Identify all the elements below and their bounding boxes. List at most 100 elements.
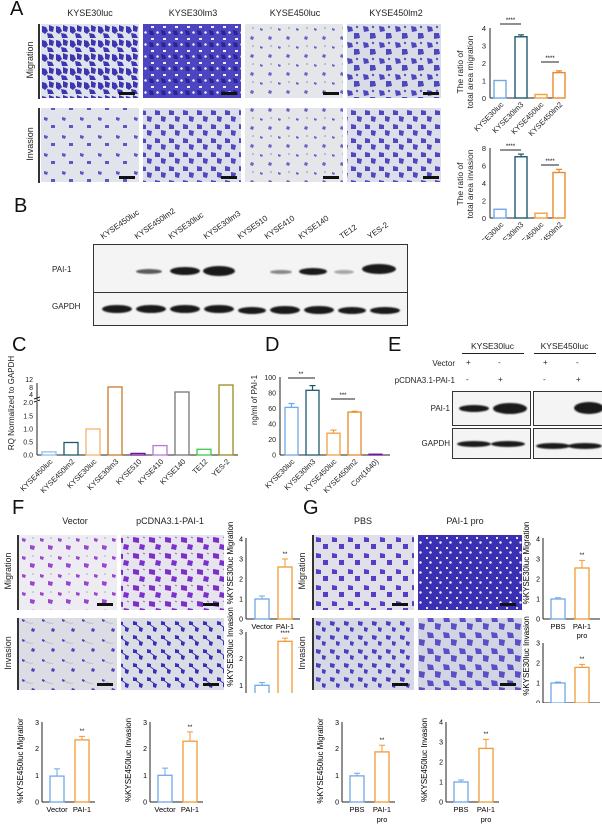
svg-text:PAI-1: PAI-1: [373, 805, 391, 814]
svg-text:2: 2: [536, 661, 540, 668]
svg-text:2.0: 2.0: [23, 400, 33, 407]
svg-text:2: 2: [335, 746, 339, 753]
panel-a-col-title: KYSE450lm2: [369, 8, 423, 18]
svg-text:3: 3: [35, 720, 39, 727]
svg-text:2: 2: [239, 656, 243, 663]
panel-a-col-title: KYSE30luc: [67, 8, 113, 18]
svg-text:pro: pro: [377, 815, 388, 824]
svg-text:pro: pro: [481, 815, 492, 824]
panel-g-col-title: PAI-1 pro: [446, 516, 484, 526]
panel-f-row-label: Migration: [3, 552, 13, 590]
lane-label: YES-2: [365, 220, 390, 241]
panel-label-d: D: [265, 334, 280, 356]
svg-text:The ratio of: The ratio of: [455, 162, 465, 206]
svg-text:**: **: [283, 552, 288, 558]
svg-text:40: 40: [268, 422, 276, 429]
sign: -: [576, 358, 579, 367]
svg-text:YES-2: YES-2: [210, 457, 232, 479]
sign: +: [576, 375, 581, 384]
western-blot-e2-pai1: [533, 391, 602, 426]
svg-text:pro: pro: [577, 631, 588, 640]
panel-f-right-charts: %KYSE30luc Migration 0 1 2 3 4 ** Vector PAI…: [226, 522, 300, 693]
lane-label: TE12: [337, 222, 359, 241]
panel-label-c: C: [12, 334, 27, 356]
svg-text:PAI-1: PAI-1: [181, 805, 199, 814]
svg-text:TE12: TE12: [190, 457, 209, 476]
western-blot-e1-pai1: [452, 391, 531, 426]
western-blot-e1-gapdh: [452, 428, 531, 459]
svg-text:ng/ml of PAI-1: ng/ml of PAI-1: [250, 374, 259, 425]
svg-text:4: 4: [239, 537, 243, 544]
panel-g-col-title: PBS: [353, 516, 372, 526]
row-divider: [17, 535, 19, 610]
blot-row-label: PAI-1: [52, 265, 72, 274]
svg-text:2: 2: [439, 760, 443, 767]
svg-text:***: ***: [339, 393, 347, 399]
svg-text:KYSE30luc: KYSE30luc: [472, 220, 505, 240]
svg-text:2: 2: [482, 59, 486, 68]
svg-text:100: 100: [264, 375, 276, 382]
panel-label-g: G: [303, 497, 319, 519]
svg-text:1.5: 1.5: [23, 414, 33, 421]
svg-text:total area migration: total area migration: [465, 35, 475, 108]
panel-f-col-title: Vector: [62, 516, 88, 526]
svg-text:PAI-1: PAI-1: [477, 805, 495, 814]
svg-text:%KYSE30luc Migration: %KYSE30luc Migration: [226, 522, 235, 605]
blot-row-label: GAPDH: [421, 439, 450, 448]
svg-text:0: 0: [536, 701, 540, 704]
svg-text:%KYSE450luc Migration: %KYSE450luc Migration: [316, 718, 325, 804]
svg-text:1: 1: [335, 773, 339, 780]
svg-text:PBS: PBS: [453, 805, 468, 814]
svg-text:PAI-1: PAI-1: [573, 622, 591, 631]
svg-text:4: 4: [482, 24, 486, 33]
svg-text:8: 8: [482, 144, 486, 153]
svg-text:3: 3: [536, 557, 540, 564]
svg-text:****: ****: [545, 159, 555, 165]
condition-label: Vector: [432, 359, 455, 368]
svg-text:0: 0: [335, 800, 339, 807]
svg-text:3: 3: [439, 740, 443, 747]
panel-g-row-label: Migration: [297, 552, 307, 590]
svg-text:RQ Normalized to GAPDH: RQ Normalized to GAPDH: [7, 356, 16, 450]
lane-label: KYSE140: [296, 213, 331, 241]
svg-text:0: 0: [482, 94, 486, 103]
svg-text:20: 20: [268, 437, 276, 444]
svg-text:1: 1: [35, 773, 39, 780]
svg-text:**: **: [188, 725, 193, 731]
western-blot-e2-gapdh: [533, 428, 602, 459]
svg-text:0: 0: [536, 617, 540, 624]
svg-text:3: 3: [536, 641, 540, 648]
svg-text:4: 4: [29, 392, 33, 399]
svg-text:%KYSE450luc Invasion: %KYSE450luc Invasion: [420, 718, 429, 802]
svg-text:4: 4: [439, 720, 443, 727]
svg-text:total area invasion: total area invasion: [465, 149, 475, 218]
row-divider: [312, 618, 314, 690]
panel-label-e: E: [388, 334, 402, 356]
group-title: KYSE30luc: [471, 341, 514, 351]
panel-a-row-label: Invasion: [25, 127, 35, 161]
svg-text:**: **: [484, 732, 489, 738]
svg-text:12: 12: [25, 377, 33, 384]
svg-text:4: 4: [536, 537, 540, 544]
panel-g-micrographs: [314, 535, 522, 690]
svg-text:2: 2: [35, 746, 39, 753]
svg-text:**: **: [80, 729, 85, 735]
lane-label: KYSE30lm3: [201, 208, 243, 241]
svg-text:%KYSE30luc Migration: %KYSE30luc Migration: [522, 522, 531, 605]
sign: +: [543, 358, 548, 367]
svg-text:****: ****: [506, 18, 516, 24]
row-divider: [38, 108, 40, 183]
svg-text:1: 1: [239, 597, 243, 604]
sign: +: [498, 375, 503, 384]
svg-text:2: 2: [536, 577, 540, 584]
panel-f-row-label: Invasion: [3, 636, 13, 670]
sign: -: [498, 358, 501, 367]
panel-f-col-title: pCDNA3.1-PAI-1: [136, 516, 204, 526]
svg-text:%KYSE450luc Migration: %KYSE450luc Migration: [16, 718, 25, 804]
svg-text:6: 6: [482, 162, 486, 171]
svg-text:0: 0: [35, 800, 39, 807]
svg-text:2: 2: [143, 746, 147, 753]
svg-text:The ratio of: The ratio of: [455, 50, 465, 94]
svg-text:PAI-1: PAI-1: [73, 805, 91, 814]
